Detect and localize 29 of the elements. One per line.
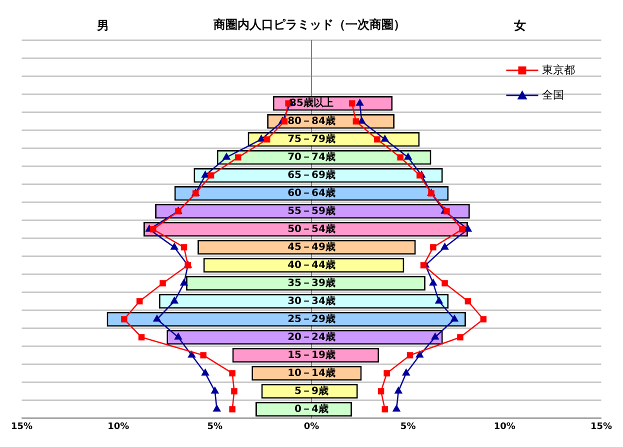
- y-tick-label: 70－74歳: [288, 150, 336, 163]
- y-tick-label: 60－64歳: [288, 186, 336, 199]
- y-tick-label: 15－19歳: [288, 348, 336, 361]
- y-tick-label: 80－84歳: [288, 114, 336, 127]
- y-tick-label: 30－34歳: [288, 294, 336, 307]
- y-tick-label: 50－54歳: [288, 222, 336, 235]
- y-tick-label: 45－49歳: [288, 240, 336, 253]
- x-tick-label: 0%: [304, 422, 320, 432]
- y-tick-label: 5－9歳: [294, 384, 328, 397]
- x-tick-label: 5%: [400, 422, 416, 432]
- legend-label: 全国: [542, 88, 564, 102]
- y-tick-label: 75－79歳: [288, 132, 336, 145]
- x-tick-label: 5%: [207, 422, 223, 432]
- y-tick-label: 0－4歳: [294, 402, 328, 415]
- y-tick-label: 35－39歳: [288, 276, 336, 289]
- y-tick-label: 20－24歳: [288, 330, 336, 343]
- text: 男: [96, 18, 109, 32]
- x-tick-label: 10%: [494, 422, 516, 432]
- y-tick-label: 40－44歳: [288, 258, 336, 271]
- y-tick-label: 10－14歳: [288, 366, 336, 379]
- legend-label: 東京都: [542, 63, 576, 76]
- x-tick-label: 10%: [108, 422, 130, 432]
- y-tick-label: 55－59歳: [288, 204, 336, 217]
- x-tick-label: 15%: [590, 422, 612, 432]
- y-tick-label: 25－29歳: [288, 312, 336, 325]
- x-tick-label: 15%: [11, 422, 33, 432]
- chart-title: 商圏内人口ピラミッド（一次商圏）: [212, 17, 406, 32]
- y-tick-label: 65－69歳: [288, 168, 336, 181]
- text: 女: [513, 18, 526, 32]
